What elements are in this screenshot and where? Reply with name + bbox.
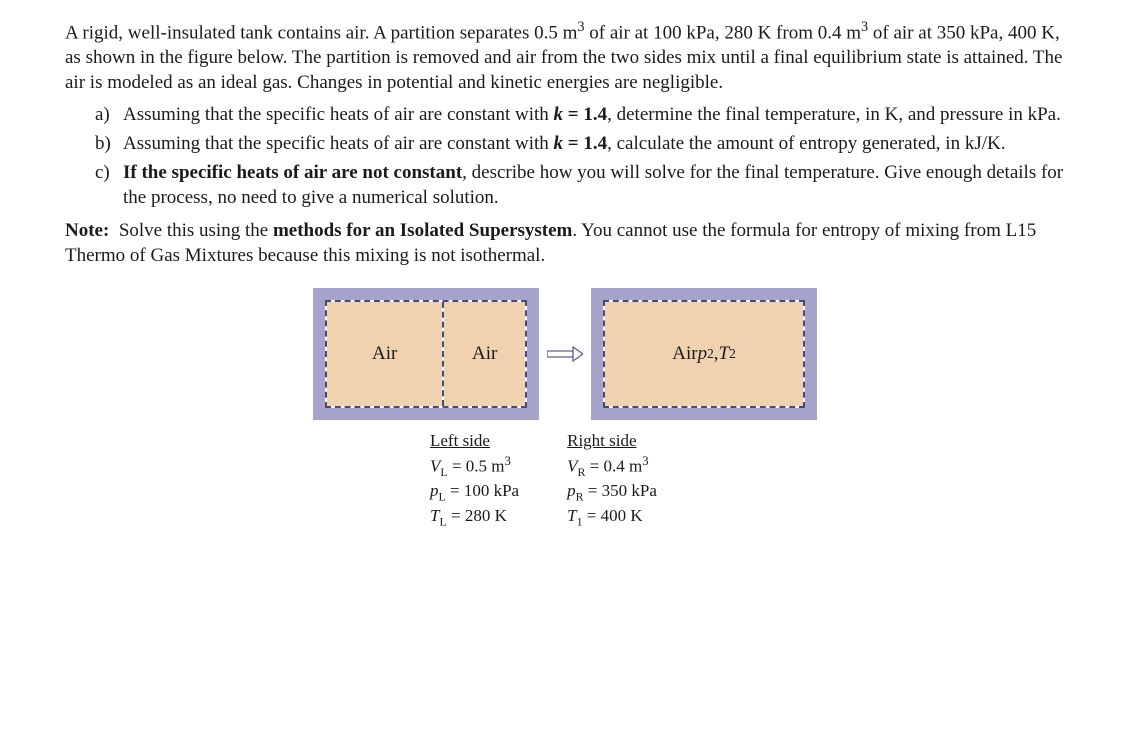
legend-row-item: VL = 0.5 m3 (430, 453, 519, 480)
legend-row-item: T1 = 400 K (567, 505, 657, 529)
legend-row-item: pL = 100 kPa (430, 480, 519, 504)
legend-row-item: pR = 350 kPa (567, 480, 657, 504)
problem-note: Note: Solve this using the methods for a… (65, 218, 1065, 268)
tank-after: Airp2, T2 (591, 288, 817, 420)
arrow-icon (547, 344, 583, 364)
part-label: a) (95, 102, 123, 127)
chamber-left: Air (327, 302, 442, 406)
legend-row-item: TL = 280 K (430, 505, 519, 529)
part-body: Assuming that the specific heats of air … (123, 102, 1065, 127)
problem-part: c)If the specific heats of air are not c… (95, 160, 1065, 210)
legend-right: Right side VR = 0.4 m3pR = 350 kPaT1 = 4… (567, 430, 657, 529)
problem-intro: A rigid, well-insulated tank contains ai… (65, 18, 1065, 96)
problem-parts: a)Assuming that the specific heats of ai… (65, 102, 1065, 210)
problem-part: b)Assuming that the specific heats of ai… (95, 131, 1065, 156)
chamber-final: Airp2, T2 (605, 302, 803, 406)
part-body: If the specific heats of air are not con… (123, 160, 1065, 210)
problem-part: a)Assuming that the specific heats of ai… (95, 102, 1065, 127)
tank-before: Air Air (313, 288, 539, 420)
part-label: c) (95, 160, 123, 210)
part-body: Assuming that the specific heats of air … (123, 131, 1065, 156)
figure-legend: Left side VL = 0.5 m3pL = 100 kPaTL = 28… (430, 430, 900, 529)
chamber-right: Air (444, 302, 525, 406)
part-label: b) (95, 131, 123, 156)
legend-left: Left side VL = 0.5 m3pL = 100 kPaTL = 28… (430, 430, 519, 529)
legend-row-item: VR = 0.4 m3 (567, 453, 657, 480)
figure: Air Air Airp2, T2 Left side VL = 0.5 m3p… (65, 288, 1065, 529)
